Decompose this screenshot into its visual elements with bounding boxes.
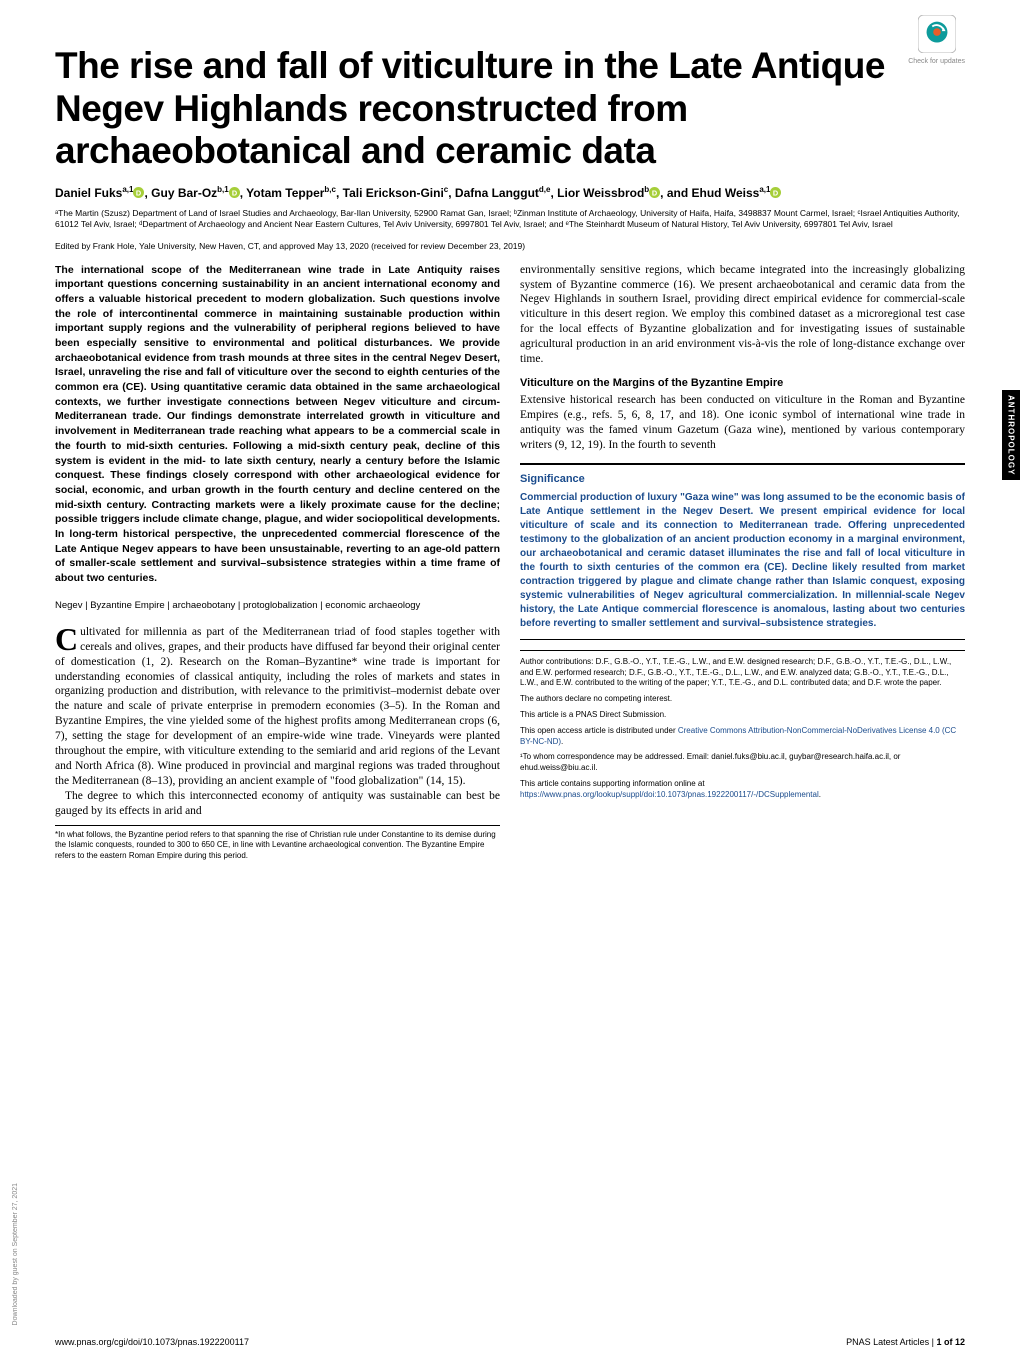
dropcap: C <box>55 625 80 654</box>
orcid-icon: D <box>133 187 144 198</box>
footnote-star: *In what follows, the Byzantine period r… <box>55 825 500 861</box>
significance-body: Commercial production of luxury "Gaza wi… <box>520 491 965 631</box>
orcid-icon: D <box>229 187 240 198</box>
competing-interest: The authors declare no competing interes… <box>520 694 965 705</box>
section-tab: ANTHROPOLOGY <box>1002 390 1020 480</box>
correspondence: ¹To whom correspondence may be addressed… <box>520 752 965 774</box>
check-updates-icon <box>918 15 956 53</box>
author-contributions: Author contributions: D.F., G.B.-O., Y.T… <box>520 657 965 689</box>
page-footer: www.pnas.org/cgi/doi/10.1073/pnas.192220… <box>55 1337 965 1347</box>
footer-pagination: PNAS Latest Articles | 1 of 12 <box>846 1337 965 1347</box>
significance-heading: Significance <box>520 473 965 485</box>
body-para-3: Extensive historical research has been c… <box>520 393 965 453</box>
license-line: This open access article is distributed … <box>520 726 965 748</box>
supplemental-line: This article contains supporting informa… <box>520 779 965 801</box>
orcid-icon: D <box>649 187 660 198</box>
significance-box: Significance Commercial production of lu… <box>520 463 965 640</box>
left-column: The international scope of the Mediterra… <box>55 263 500 861</box>
article-title: The rise and fall of viticulture in the … <box>55 45 965 173</box>
body-para-2: environmentally sensitive regions, which… <box>520 263 965 368</box>
svg-text:D: D <box>652 188 657 197</box>
section-heading: Viticulture on the Margins of the Byzant… <box>520 377 965 389</box>
abstract: The international scope of the Mediterra… <box>55 263 500 586</box>
download-note: Downloaded by guest on September 27, 202… <box>12 1183 19 1325</box>
affiliations: ᵃThe Martin (Szusz) Department of Land o… <box>55 208 965 231</box>
check-updates-badge[interactable]: Check for updates <box>908 15 965 65</box>
article-meta: Author contributions: D.F., G.B.-O., Y.T… <box>520 650 965 801</box>
body-para-1: Cultivated for millennia as part of the … <box>55 625 500 819</box>
supplemental-link[interactable]: https://www.pnas.org/lookup/suppl/doi:10… <box>520 790 819 799</box>
svg-text:D: D <box>232 188 237 197</box>
keywords: Negev | Byzantine Empire | archaeobotany… <box>55 600 500 611</box>
svg-text:D: D <box>773 188 778 197</box>
direct-submission: This article is a PNAS Direct Submission… <box>520 710 965 721</box>
svg-text:D: D <box>136 188 141 197</box>
right-column: environmentally sensitive regions, which… <box>520 263 965 861</box>
orcid-icon: D <box>770 187 781 198</box>
footer-doi: www.pnas.org/cgi/doi/10.1073/pnas.192220… <box>55 1337 249 1347</box>
authors-line: Daniel Fuksa,1D, Guy Bar-Ozb,1D, Yotam T… <box>55 185 965 200</box>
edited-line: Edited by Frank Hole, Yale University, N… <box>55 241 965 251</box>
check-updates-label: Check for updates <box>908 58 965 65</box>
